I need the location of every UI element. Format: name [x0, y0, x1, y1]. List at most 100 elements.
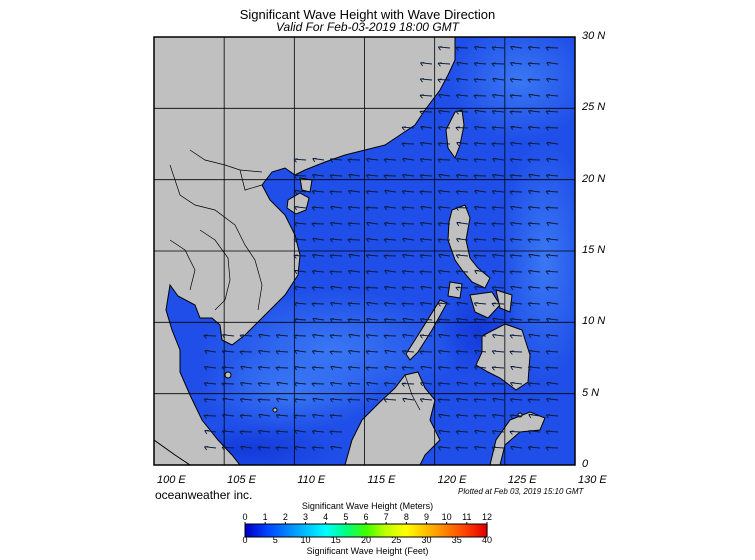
legend-color-segment — [293, 524, 297, 537]
legend-color-segment — [454, 524, 458, 537]
wave-arrow — [509, 110, 523, 115]
wave-arrow — [546, 222, 559, 227]
wave-arrow — [329, 190, 343, 195]
wave-arrow — [474, 46, 487, 51]
wave-arrow — [437, 46, 451, 51]
wave-arrow — [419, 270, 433, 275]
wave-arrow — [437, 446, 451, 451]
wave-arrow — [491, 382, 505, 387]
legend-meters-tick: 12 — [481, 512, 492, 522]
wave-arrow — [474, 430, 487, 435]
wave-arrow — [419, 174, 433, 179]
wave-arrow — [455, 206, 469, 211]
wave-arrow — [491, 142, 505, 147]
wave-arrow — [546, 158, 559, 163]
wave-arrow — [545, 414, 559, 419]
legend-color-segment — [386, 524, 389, 537]
wave-arrow — [456, 398, 469, 403]
wave-arrow — [203, 334, 217, 339]
longitude-label: 105 E — [227, 474, 256, 486]
wave-arrow — [491, 446, 505, 451]
longitude-label: 130 E — [578, 474, 607, 486]
wave-arrow — [474, 366, 487, 371]
legend-color-segment — [341, 524, 345, 537]
wave-arrow — [402, 174, 415, 179]
legend-meters-tick: 1 — [262, 512, 268, 522]
legend-color-segment — [476, 524, 480, 537]
legend-color-segment — [259, 524, 262, 537]
legend-color-segment — [355, 524, 359, 537]
legend-color-segment — [426, 524, 430, 537]
legend-color-segment — [275, 524, 278, 537]
wave-arrow — [527, 446, 541, 451]
wave-arrow — [275, 446, 289, 451]
wave-arrow — [239, 350, 253, 355]
wave-arrow — [401, 382, 415, 387]
legend-meters-tick: 6 — [363, 512, 369, 522]
wave-arrow — [383, 174, 397, 179]
legend-color-segment — [339, 524, 343, 537]
legend-color-segment — [343, 524, 347, 537]
legend-color-segment — [323, 524, 327, 537]
legend-color-segment — [315, 524, 319, 537]
legend-feet-title: Significant Wave Height (Feet) — [306, 546, 429, 556]
chart-title: Significant Wave Height with Wave Direct… — [239, 7, 496, 22]
legend-color-segment — [432, 524, 436, 537]
legend-color-segment — [247, 524, 250, 537]
wave-arrow — [528, 414, 541, 419]
wave-arrow — [203, 382, 217, 387]
wave-arrow — [420, 222, 433, 227]
wave-arrow — [401, 222, 415, 227]
legend-color-segment — [384, 524, 387, 537]
wave-arrow — [312, 174, 325, 179]
legend-color-segment — [345, 524, 349, 537]
legend-color-segment — [309, 524, 313, 537]
wave-arrow — [294, 206, 307, 211]
wave-arrow — [510, 126, 523, 131]
wave-arrow — [293, 254, 307, 259]
wave-arrow — [438, 350, 451, 355]
wave-arrow — [311, 222, 325, 227]
legend-feet-tick: 25 — [391, 535, 402, 545]
wave-arrow — [419, 318, 433, 323]
wave-arrow — [294, 286, 307, 291]
wave-arrow — [438, 414, 451, 419]
wave-arrow — [419, 190, 433, 195]
legend-color-segment — [470, 524, 474, 537]
wave-arrow — [437, 366, 451, 371]
wave-arrow — [545, 110, 559, 115]
wave-arrow — [546, 398, 559, 403]
legend-color-segment — [446, 524, 450, 537]
latitude-label: 30 N — [582, 30, 606, 42]
wave-arrow — [419, 110, 433, 115]
legend-color-segment — [359, 524, 363, 537]
wave-arrow — [455, 254, 469, 259]
wave-arrow — [383, 158, 397, 163]
wave-arrow — [527, 366, 541, 371]
wave-arrow — [401, 126, 415, 131]
legend-feet-tick: 15 — [330, 535, 341, 545]
wave-arrow — [365, 254, 379, 259]
legend-color-segment — [273, 524, 276, 537]
wave-arrow — [294, 350, 307, 355]
wave-arrow — [311, 382, 325, 387]
mainland-asia — [154, 37, 456, 465]
wave-arrow — [258, 350, 271, 355]
wave-arrow — [545, 334, 559, 339]
wave-arrow — [528, 270, 541, 275]
wave-arrow — [293, 238, 307, 243]
wave-arrow — [473, 94, 487, 99]
wave-arrow — [384, 350, 397, 355]
wave-arrow — [276, 398, 289, 403]
wave-arrow — [438, 94, 451, 99]
wave-arrow — [383, 222, 397, 227]
legend-meters-tick: 8 — [403, 512, 409, 522]
legend-color-segment — [287, 524, 290, 537]
wave-arrow — [510, 302, 523, 307]
wave-arrow — [293, 302, 307, 307]
wave-arrow — [402, 318, 415, 323]
wave-arrow — [509, 174, 523, 179]
wave-arrow — [258, 430, 271, 435]
legend-color-segment — [464, 524, 468, 537]
